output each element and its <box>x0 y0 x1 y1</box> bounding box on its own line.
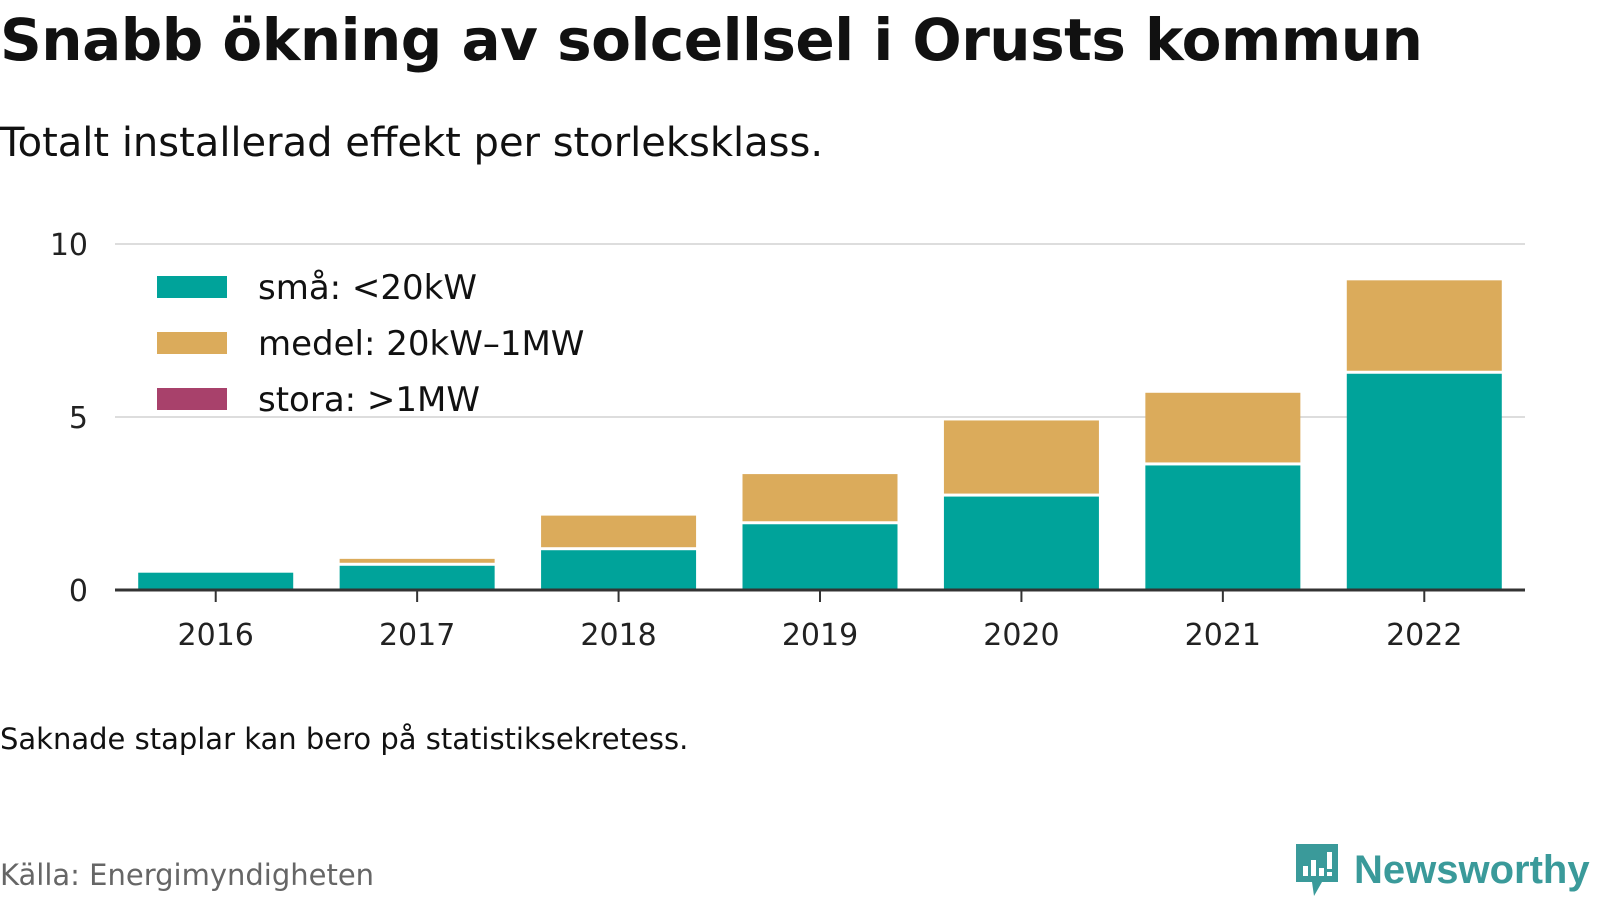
x-tick-label: 2020 <box>983 618 1059 653</box>
footnote: Saknade staplar kan bero på statistiksek… <box>0 722 689 756</box>
bar-2019-series-1 <box>742 474 898 522</box>
chart-subtitle: Totalt installerad effekt per storlekskl… <box>0 120 824 166</box>
legend-label: medel: 20kW–1MW <box>258 324 584 364</box>
legend: små: <20kW medel: 20kW–1MW stora: >1MW <box>145 262 605 420</box>
newsworthy-icon <box>1296 844 1338 896</box>
x-tick-label: 2016 <box>178 618 254 653</box>
bar-2020-series-1 <box>943 420 1099 494</box>
legend-swatch <box>157 276 227 298</box>
x-tick-label: 2021 <box>1185 618 1261 653</box>
bar-2018-series-1 <box>541 515 697 548</box>
x-tick-label: 2022 <box>1386 618 1462 653</box>
legend-swatch <box>157 332 227 354</box>
bar-2022-series-0 <box>1346 373 1502 590</box>
bar-2016-series-0 <box>138 572 294 590</box>
bar-2018-series-0 <box>541 550 697 590</box>
stacked-bar-chart: 0 5 10 2016 2017 2018 2019 2020 2021 2022 små: <2… <box>50 228 1525 653</box>
legend-label: stora: >1MW <box>258 380 480 420</box>
newsworthy-logo: Newsworthy <box>1292 842 1590 898</box>
legend-label: små: <20kW <box>258 268 477 308</box>
bar-2017-series-1 <box>339 558 495 563</box>
bar-2019-series-0 <box>742 524 898 590</box>
y-tick-label: 10 <box>50 228 88 263</box>
legend-swatch <box>157 388 227 410</box>
bars <box>138 280 1502 590</box>
y-tick-label: 5 <box>69 401 88 436</box>
x-axis: 0 5 10 2016 2017 2018 2019 2020 2021 2022 <box>50 228 1525 653</box>
chart-title: Snabb ökning av solcellsel i Orusts komm… <box>0 6 1423 74</box>
bar-2021-series-1 <box>1145 392 1301 463</box>
bar-2017-series-0 <box>339 565 495 590</box>
bar-2021-series-0 <box>1145 465 1301 590</box>
x-tick-label: 2019 <box>782 618 858 653</box>
bar-2022-series-1 <box>1346 280 1502 371</box>
source-credit: Källa: Energimyndigheten <box>0 858 375 892</box>
y-tick-label: 0 <box>69 574 88 609</box>
bar-2020-series-0 <box>943 496 1099 590</box>
x-tick-label: 2017 <box>379 618 455 653</box>
brand-name: Newsworthy <box>1354 847 1590 892</box>
x-tick-label: 2018 <box>580 618 656 653</box>
